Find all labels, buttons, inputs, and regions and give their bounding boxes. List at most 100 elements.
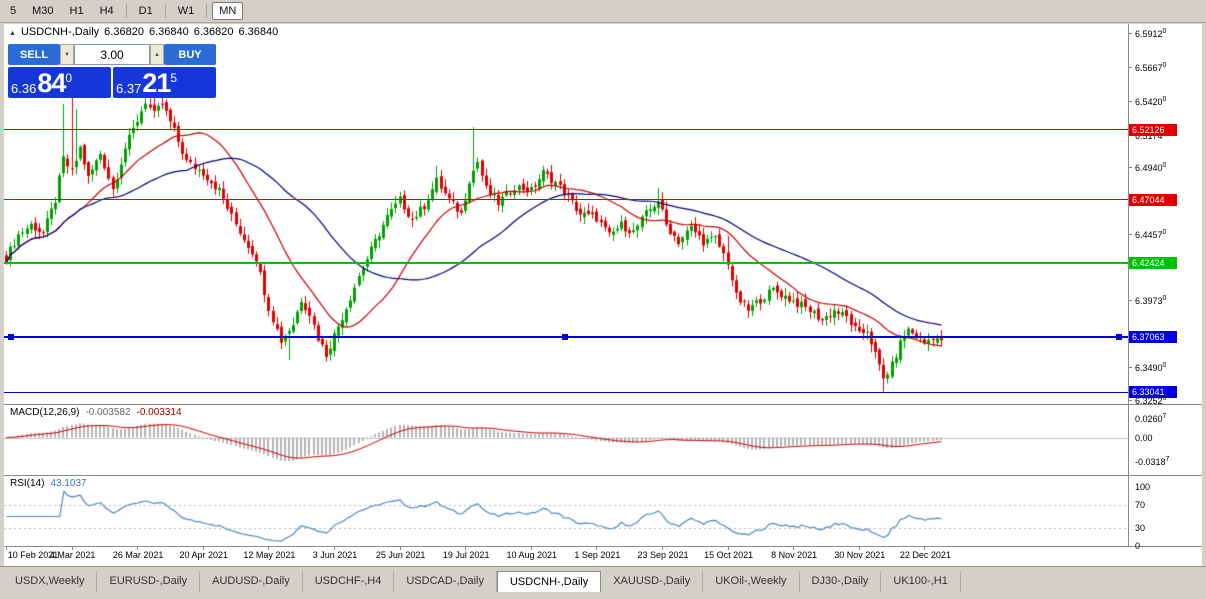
pane-separator[interactable] [4, 475, 1202, 476]
volume-input[interactable] [74, 44, 150, 65]
date-axis-tickmark [465, 546, 466, 550]
date-axis-tickmark [137, 546, 138, 550]
pane-separator[interactable] [4, 404, 1202, 405]
timeframe-button-d1[interactable]: D1 [138, 5, 153, 17]
chart-tab-dj30[interactable]: DJ30-,Daily [800, 571, 882, 592]
timeframe-toolbar: 5 M30 H1 H4 D1 W1 MN [0, 0, 1206, 23]
rsi-pane-canvas[interactable] [4, 476, 1128, 546]
line-selection-handle[interactable] [562, 334, 568, 341]
horizontal-line[interactable] [4, 199, 1128, 201]
price-axis-tick: 6.54200 [1135, 96, 1167, 108]
price-axis-tick: 6.59120 [1135, 28, 1167, 40]
date-axis-label: 10 Feb 2021 [7, 550, 59, 560]
price-axis-tickmark [1128, 234, 1132, 235]
arrow-up-icon: ▲ [154, 51, 160, 58]
chart-tab-bar: USDX,Weekly EURUSD-,Daily AUDUSD-,Daily USD… [0, 566, 1206, 592]
date-axis-tickmark [859, 546, 860, 550]
date-axis-label: 12 May 2021 [243, 550, 296, 560]
ohlc-close: 6.36840 [238, 26, 279, 38]
date-axis-tickmark [924, 546, 925, 550]
date-axis-label: 3 Jun 2021 [312, 550, 358, 560]
timeframe-button-w1[interactable]: W1 [177, 5, 195, 17]
timeframe-button-m30[interactable]: M30 [32, 5, 54, 17]
macd-value-signal: -0.003314 [136, 407, 182, 418]
date-axis-tickmark [6, 546, 7, 550]
bid-prefix: 6.36 [11, 81, 37, 96]
rsi-name: RSI(14) [10, 478, 45, 489]
bid-big-digits: 84 [37, 68, 66, 98]
line-selection-handle[interactable] [1116, 334, 1122, 341]
price-line-badge: 6.47044 [1129, 193, 1177, 206]
date-axis-tickmark [268, 546, 269, 550]
macd-value-main: -0.003582 [85, 407, 131, 418]
price-axis-tick: 6.44570 [1135, 228, 1167, 240]
date-axis-tickmark [596, 546, 597, 550]
horizontal-line[interactable] [4, 262, 1128, 265]
date-axis-label: 23 Sep 2021 [637, 550, 689, 560]
date-axis-label: 15 Oct 2021 [704, 550, 754, 560]
symbol-triangle-icon: ▲ [9, 30, 16, 37]
timeframe-button-h4[interactable]: H4 [99, 5, 114, 17]
price-line-badge: 6.42424 [1129, 257, 1177, 270]
chart-tab-audusd[interactable]: AUDUSD-,Daily [200, 571, 303, 592]
price-axis-tickmark [1128, 67, 1132, 68]
chart-tab-usdchf[interactable]: USDCHF-,H4 [303, 571, 395, 592]
rsi-axis-tick: 70 [1135, 499, 1146, 510]
chart-tab-usdx[interactable]: USDX,Weekly [3, 571, 98, 592]
date-axis-label: 20 Apr 2021 [179, 550, 229, 560]
chart-tab-xauusd[interactable]: XAUUSD-,Daily [601, 571, 704, 592]
horizontal-line[interactable] [4, 391, 1128, 393]
date-axis-separator [4, 546, 1202, 547]
price-line-badge: 6.33041 [1129, 386, 1177, 399]
macd-pane-canvas[interactable] [4, 405, 1128, 475]
date-axis-label: 22 Dec 2021 [899, 550, 951, 560]
price-axis-border [1128, 24, 1129, 546]
date-axis-tickmark [531, 546, 532, 550]
rsi-axis-tick: 0 [1135, 541, 1141, 551]
ohlc-open: 6.36820 [104, 26, 144, 38]
buy-button[interactable]: BUY [164, 44, 216, 65]
price-line-badge: 6.37063 [1129, 331, 1177, 344]
toolbar-separator [164, 4, 166, 18]
volume-increase-button[interactable]: ▲ [150, 44, 164, 65]
bid-pip-digit: 0 [65, 71, 73, 85]
date-axis-label: 25 Jun 2021 [375, 550, 426, 560]
timeframe-button-5[interactable]: 5 [10, 5, 17, 17]
timeframe-button-mn[interactable]: MN [212, 2, 244, 20]
rsi-indicator-label: RSI(14) 43.1037 [10, 478, 87, 489]
date-axis-label: 30 Nov 2021 [834, 550, 886, 560]
date-axis-tickmark [728, 546, 729, 550]
horizontal-line[interactable] [4, 129, 1128, 131]
price-axis-tick: 6.56670 [1135, 62, 1167, 74]
macd-axis-tick: -0.03187 [1135, 456, 1170, 468]
date-axis-label: 26 Mar 2021 [112, 550, 164, 560]
sell-button[interactable]: SELL [8, 44, 60, 65]
date-axis-label: 1 Sep 2021 [574, 550, 621, 560]
macd-name: MACD(12,26,9) [10, 407, 80, 418]
bid-price-box: 6.36 84 0 [8, 67, 111, 98]
timeframe-button-h1[interactable]: H1 [69, 5, 84, 17]
chart-tab-usdcad[interactable]: USDCAD-,Daily [394, 571, 497, 592]
price-axis-tick: 6.39730 [1135, 295, 1167, 307]
line-selection-handle[interactable] [8, 334, 14, 341]
chart-tab-usdcnh[interactable]: USDCNH-,Daily [496, 571, 602, 592]
date-axis-label: 8 Nov 2021 [771, 550, 818, 560]
macd-axis-tick: 0.02607 [1135, 412, 1167, 424]
symbol-label: USDCNH-,Daily [20, 26, 100, 38]
chart-tab-uk100[interactable]: UK100-,H1 [881, 571, 961, 592]
one-click-trading-panel: SELL ▼ ▲ BUY 6.36 84 0 6.37 21 [8, 44, 216, 98]
chart-tab-ukoil[interactable]: UKOil-,Weekly [703, 571, 800, 592]
macd-indicator-label: MACD(12,26,9) -0.003582 -0.003314 [10, 407, 182, 418]
price-axis-tickmark [1128, 167, 1132, 168]
rsi-value: 43.1037 [50, 478, 87, 489]
date-axis-tickmark [203, 546, 204, 550]
price-axis-tickmark [1128, 101, 1132, 102]
date-axis-tickmark [662, 546, 663, 550]
date-axis-tickmark [400, 546, 401, 550]
volume-decrease-button[interactable]: ▼ [60, 44, 74, 65]
date-axis-tickmark [793, 546, 794, 550]
price-line-badge: 6.52126 [1129, 123, 1177, 136]
chart-header: ▲ USDCNH-,Daily 6.36820 6.36840 6.36820 … [9, 26, 278, 38]
chart-tab-eurusd[interactable]: EURUSD-,Daily [97, 571, 201, 592]
